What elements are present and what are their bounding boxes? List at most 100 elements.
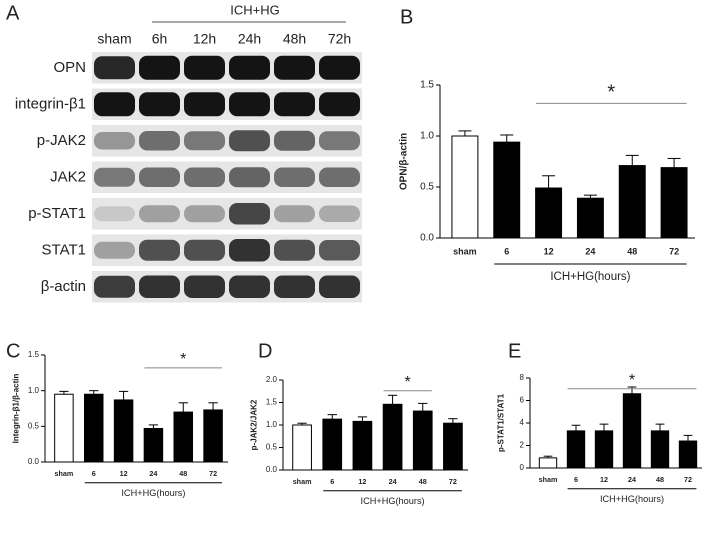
panel-label: B [400,6,413,28]
x-axis-label: ICH+HG(hours) [361,496,425,506]
row-label: STAT1 [42,242,86,259]
blot-band [184,167,225,187]
blot-band [274,239,315,261]
blot-band [229,275,270,298]
x-tick-label: 72 [669,246,679,256]
blot-strip [92,271,362,303]
blot-strip [92,125,362,157]
lane-label: 6h [152,31,168,47]
blot-band [139,55,180,80]
x-tick-label: 24 [389,477,397,486]
y-tick-label: 0.0 [28,457,40,466]
blot-band [94,92,135,117]
x-tick-label: 72 [209,469,217,478]
y-tick-label: 0 [520,463,525,472]
row-label: p-JAK2 [37,132,86,149]
y-tick-label: 6 [520,396,525,405]
blot-band [94,241,135,259]
y-tick-label: 4 [520,418,525,427]
lane-label: 12h [193,31,216,47]
x-tick-label: 24 [628,475,636,484]
x-tick-label: 6 [330,477,334,486]
blot-band [229,239,270,262]
bar [535,187,563,239]
y-tick-label: 1.0 [266,420,278,429]
y-axis-label: Integrin-β1/β-actin [11,374,20,444]
row-label: p-STAT1 [28,205,86,222]
row-label: JAK2 [50,169,86,186]
bar [678,440,698,469]
panel-label: D [258,340,272,362]
y-tick-label: 2 [520,441,525,450]
blot-strip [92,198,362,230]
significance-mark: * [180,351,186,368]
blot-band [229,167,270,188]
x-tick-label: sham [293,477,312,486]
lane-label: 72h [328,31,351,47]
x-tick-label: 12 [358,477,366,486]
blot-band [319,167,360,187]
x-tick-label: 6 [92,469,96,478]
blot-band [94,56,135,80]
x-tick-label: sham [539,475,558,484]
bar [54,393,74,463]
bar [622,393,642,469]
x-tick-label: 12 [120,469,128,478]
x-tick-label: 72 [449,477,457,486]
row-label: OPN [53,59,86,76]
blot-band [139,205,180,223]
lane-label: 24h [238,31,261,47]
y-tick-label: 2.0 [266,375,278,384]
y-tick-label: 0.0 [420,233,434,244]
blot-band [139,239,180,261]
row-label: integrin-β1 [15,96,86,113]
blot-band [139,167,180,187]
blot-band [94,167,135,187]
x-tick-label: 12 [544,246,554,256]
significance-mark: * [405,374,411,391]
x-axis-label: ICH+HG(hours) [600,494,664,504]
bar [203,409,223,463]
blot-band [94,275,135,298]
bar [650,430,670,469]
blot-band [229,203,270,225]
panel-label: A [6,2,20,24]
blot-band [184,131,225,151]
blot-band [139,92,180,117]
x-tick-label: 6 [504,246,509,256]
x-tick-label: 48 [419,477,427,486]
x-tick-label: 72 [684,475,692,484]
bar [173,411,193,463]
panel-label: E [508,340,521,362]
blot-band [184,275,225,298]
blot-band [274,92,315,117]
row-label: β-actin [41,278,86,295]
bar [412,410,433,471]
bar [322,418,343,471]
lane-label: 48h [283,31,306,47]
significance-mark: * [607,82,615,104]
y-tick-label: 1.0 [420,131,434,142]
y-axis-label: OPN/β-actin [399,133,410,190]
lane-label: sham [97,31,131,47]
bar [594,430,614,469]
blot-band [184,205,225,223]
bar [451,135,479,239]
blot-band [184,239,225,261]
bar [113,399,134,463]
blot-strip [92,161,362,193]
y-tick-label: 1.5 [28,350,40,359]
bar [352,420,373,471]
x-tick-label: 24 [149,469,157,478]
bar [292,424,312,471]
blot-band [319,205,360,222]
blot-band [319,240,360,261]
blot-band [319,131,360,151]
y-tick-label: 0.0 [266,465,278,474]
y-tick-label: 1.0 [28,386,40,395]
significance-mark: * [629,372,635,389]
bar [538,457,558,469]
bar [493,141,521,239]
blot-band [274,130,315,151]
x-tick-label: 12 [600,475,608,484]
